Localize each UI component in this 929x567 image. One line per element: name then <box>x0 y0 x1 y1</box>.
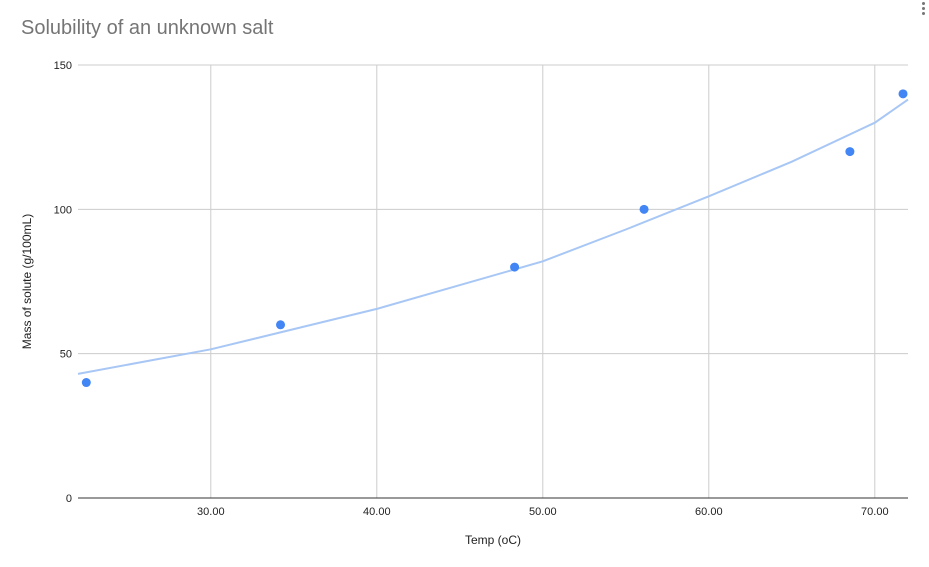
trendline <box>77 98 909 375</box>
y-axis-ticks: 0 50 100 150 <box>54 60 72 505</box>
y-tick-label: 0 <box>66 493 72 505</box>
x-tick-label: 60.00 <box>695 506 723 518</box>
x-tick-label: 30.00 <box>197 506 225 518</box>
x-tick-label: 50.00 <box>529 506 557 518</box>
y-tick-label: 50 <box>60 349 72 361</box>
x-tick-label: 70.00 <box>861 506 889 518</box>
gridlines <box>78 64 908 498</box>
x-axis-ticks: 30.00 40.00 50.00 60.00 70.00 <box>197 506 889 518</box>
more-options-icon[interactable] <box>919 0 927 18</box>
data-point[interactable] <box>898 89 908 99</box>
y-axis-label: Mass of solute (g/100mL) <box>20 214 34 349</box>
data-point[interactable] <box>276 320 286 330</box>
data-point[interactable] <box>845 147 855 157</box>
data-points <box>81 89 908 388</box>
y-tick-label: 100 <box>54 204 72 216</box>
data-point[interactable] <box>510 262 520 272</box>
chart-title: Solubility of an unknown salt <box>21 17 274 39</box>
x-tick-label: 40.00 <box>363 506 391 518</box>
y-tick-label: 150 <box>54 60 72 72</box>
data-point[interactable] <box>81 378 91 388</box>
x-axis-label: Temp (oC) <box>465 533 521 547</box>
data-point[interactable] <box>639 204 649 214</box>
